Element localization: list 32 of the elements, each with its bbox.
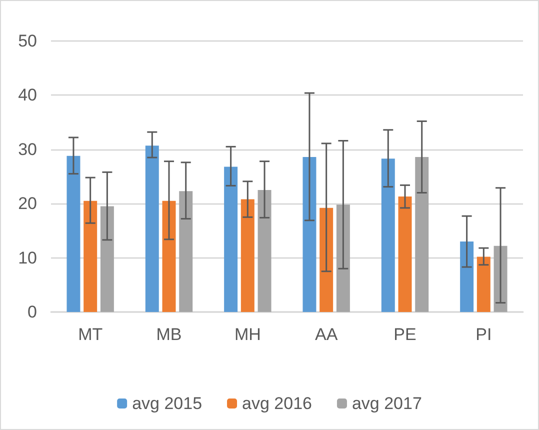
y-tick-label: 20	[18, 194, 37, 214]
bar	[336, 204, 350, 312]
y-tick-label: 10	[18, 248, 37, 268]
y-tick-label: 0	[28, 302, 37, 322]
legend-label: avg 2015	[132, 394, 202, 413]
x-tick-label: MH	[234, 325, 261, 344]
bar	[398, 196, 412, 312]
bar	[302, 156, 316, 312]
bar	[415, 156, 429, 312]
y-tick-label: 40	[18, 86, 37, 105]
x-tick-label: MB	[156, 325, 182, 344]
legend-label: avg 2016	[242, 394, 312, 413]
y-tick-label: 30	[18, 140, 37, 159]
bar	[240, 199, 254, 312]
bar	[84, 200, 98, 312]
bar	[179, 191, 193, 312]
bar	[460, 242, 474, 312]
legend-label: avg 2017	[352, 394, 422, 413]
bar	[320, 208, 334, 312]
y-tick-label: 50	[18, 32, 37, 50]
bar	[162, 200, 176, 312]
bar	[66, 156, 80, 312]
bar	[145, 146, 159, 312]
x-tick-label: PE	[394, 325, 416, 344]
bar	[381, 158, 395, 312]
x-tick-label: AA	[314, 325, 338, 344]
bar	[258, 190, 272, 312]
x-tick-label: PI	[476, 325, 492, 344]
bar	[224, 166, 238, 312]
x-tick-label: MT	[78, 325, 103, 344]
bar	[100, 206, 114, 312]
bar	[476, 256, 490, 312]
